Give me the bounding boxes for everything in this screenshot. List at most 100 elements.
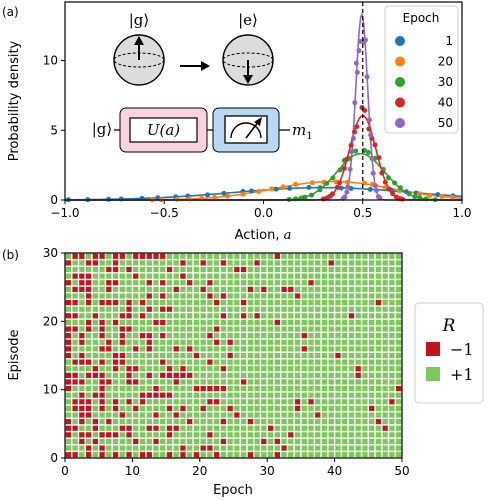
reward-cell (180, 359, 186, 365)
reward-cell (348, 385, 355, 392)
reward-cell (99, 405, 105, 412)
reward-cell (119, 339, 125, 345)
reward-cell (234, 286, 240, 292)
reward-cell (193, 405, 200, 412)
reward-cell (281, 419, 287, 425)
reward-cell (382, 412, 388, 418)
reward-cell (85, 260, 92, 266)
reward-cell (213, 432, 220, 438)
plot-b-frame (64, 252, 403, 459)
reward-cell (72, 379, 78, 385)
reward-cell (72, 385, 78, 392)
reward-cell (389, 346, 395, 352)
reward-cell (328, 352, 334, 359)
reward-cell (355, 438, 361, 445)
reward-cell (126, 392, 132, 398)
reward-cell (79, 405, 85, 412)
reward-cell (288, 266, 294, 273)
reward-cell (382, 326, 388, 332)
reward-cell (106, 339, 112, 345)
reward-cell (321, 399, 328, 405)
reward-cell (207, 266, 213, 273)
reward-cell (335, 273, 341, 279)
reward-cell (254, 313, 260, 319)
reward-cell (328, 366, 334, 372)
reward-cell (294, 352, 301, 359)
data-point-epoch-40 (376, 155, 382, 161)
reward-cell (355, 432, 361, 438)
reward-cell (362, 260, 368, 266)
reward-cell (227, 379, 233, 385)
reward-cell (119, 293, 125, 299)
reward-legend-title: R (442, 316, 456, 336)
reward-cell (342, 266, 348, 273)
reward-cell (315, 260, 321, 266)
reward-cell (315, 392, 321, 398)
x-tick-label: −1.0 (50, 206, 79, 220)
reward-cell (281, 306, 287, 312)
reward-cell (146, 339, 152, 345)
reward-cell (193, 306, 200, 312)
reward-cell (65, 405, 72, 412)
reward-cell (342, 366, 348, 372)
reward-cell (261, 293, 267, 299)
reward-cell (193, 379, 200, 385)
reward-cell (106, 366, 112, 372)
reward-cell (328, 280, 334, 286)
reward-cell (308, 273, 314, 279)
reward-cell (126, 319, 132, 326)
reward-cell (146, 438, 152, 445)
reward-cell (180, 313, 186, 319)
reward-cell (227, 445, 233, 451)
reward-cell (301, 372, 307, 378)
reward-cell (342, 359, 348, 365)
x-axis-ticks: −1.0 −0.5 0.0 0.5 1.0 (50, 200, 472, 220)
reward-cell (274, 412, 280, 418)
reward-cell (308, 359, 314, 365)
reward-cell (389, 306, 395, 312)
reward-cell (267, 326, 274, 332)
reward-cell (375, 326, 382, 332)
reward-cell (85, 445, 92, 451)
reward-cell (389, 419, 395, 425)
reward-cell (213, 419, 220, 425)
reward-cell (213, 266, 220, 273)
reward-cell (335, 286, 341, 292)
reward-cell (160, 253, 166, 259)
reward-cell (254, 299, 260, 306)
reward-cell (72, 293, 78, 299)
reward-cell (247, 452, 254, 458)
reward-cell (321, 293, 328, 299)
reward-cell (112, 266, 119, 273)
reward-cell (247, 313, 254, 319)
reward-cell (200, 326, 206, 332)
reward-cell (213, 366, 220, 372)
reward-cell (173, 445, 179, 451)
reward-cell (166, 326, 173, 332)
reward-cell (281, 266, 287, 273)
reward-cell (72, 399, 78, 405)
heatmap-cells (65, 253, 402, 458)
reward-cell (153, 293, 159, 299)
reward-cell (146, 260, 152, 266)
reward-cell (126, 452, 132, 458)
reward-cell (92, 372, 98, 378)
reward-cell (193, 399, 200, 405)
reward-cell (112, 379, 119, 385)
reward-cell (274, 352, 280, 359)
x-tick-label: 1.0 (452, 206, 471, 220)
reward-cell (79, 346, 85, 352)
reward-cell (173, 299, 179, 306)
reward-cell (180, 260, 186, 266)
reward-cell (234, 405, 240, 412)
reward-cell (133, 266, 139, 273)
reward-cell (180, 425, 186, 431)
reward-cell (193, 273, 200, 279)
reward-cell (139, 306, 146, 312)
reward-cell (247, 372, 254, 378)
reward-cell (92, 273, 98, 279)
reward-cell (160, 399, 166, 405)
reward-cell (315, 379, 321, 385)
reward-cell (382, 319, 388, 326)
